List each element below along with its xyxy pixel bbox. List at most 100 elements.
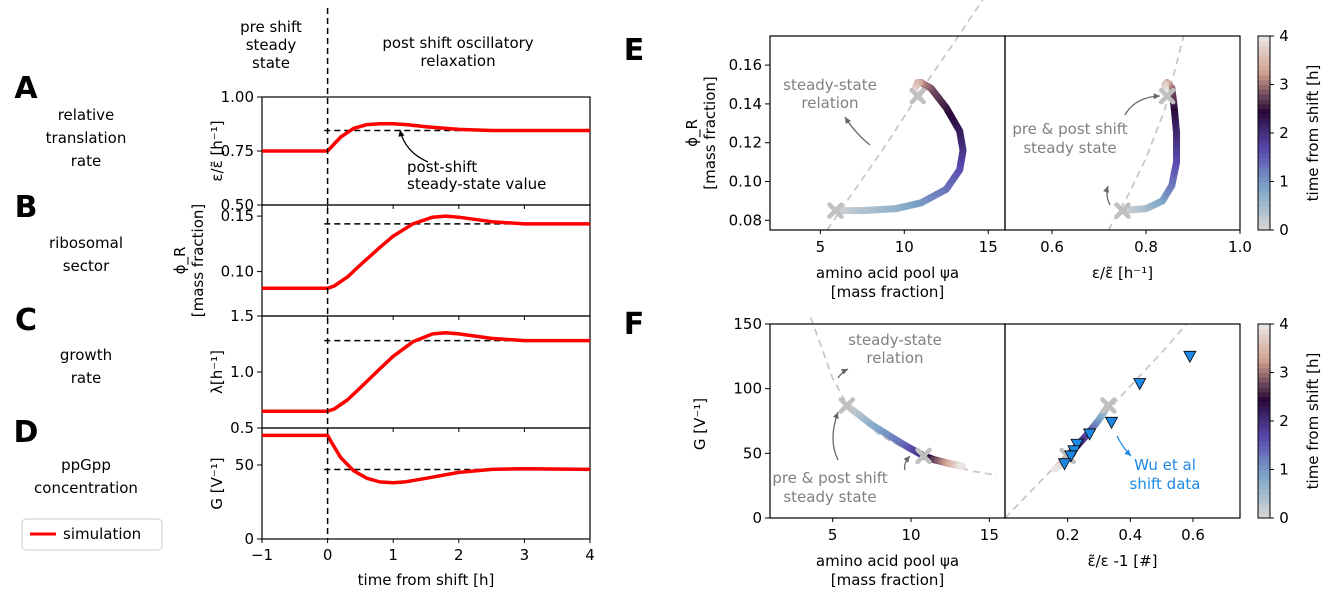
x-tick-label-line: 2 [454, 546, 464, 564]
phase-panel-F-right: 0.2 0.4 0.6 ε̃/ε -1 [#] Wu et al shift data [1004, 323, 1241, 570]
x-axis-label-line: [mass fraction] [831, 283, 945, 301]
colorbar-cell [1258, 333, 1270, 340]
row-label-C: growth rate [60, 346, 112, 387]
colorbar-tick-label: 4 [1279, 315, 1289, 333]
x-tick-label-line: 10 [895, 238, 914, 256]
colorbar-cell [1258, 99, 1270, 105]
steady-annotation: post-shift steady-state value [407, 158, 546, 193]
colorbar-cell [1258, 171, 1270, 178]
colorbar-cell [1258, 430, 1270, 437]
panel-letter-C-line: C [15, 303, 37, 338]
y-tick-label-line: 0.5 [230, 419, 254, 437]
phase-panel-E-left: 5 10 15 0.08 0.10 0.12 0.14 0.16 amino acid pool… [683, 0, 1006, 301]
colorbar-cell [1258, 45, 1270, 52]
x-tick-label-line: 0.6 [1040, 238, 1064, 256]
x-axis-label-line: ε/ε̃ [h⁻¹] [1092, 264, 1153, 282]
row-label-D: ppGpp concentration [34, 456, 138, 497]
x-tick-label-line: 5 [828, 526, 838, 544]
x-axis-label-line: ε̃/ε -1 [#] [1087, 552, 1157, 570]
x-tick-label-line: 15 [980, 526, 999, 544]
row-label-D-line: ppGpp [61, 456, 111, 474]
legend-frame [21, 518, 163, 551]
x-tick-label: 15 [980, 526, 999, 544]
steady-arrow-post-head [903, 456, 910, 463]
colorbar-cell [1258, 396, 1270, 403]
colorbar-cell [1258, 377, 1270, 383]
colorbar-cell [1258, 166, 1270, 173]
steady-annotation-line: steady-state value [407, 175, 546, 193]
x-tick-label: 4 [585, 546, 595, 564]
post-shift-label: post shift oscillatory relaxation [382, 34, 533, 70]
x-axis-label: ε/ε̃ [h⁻¹] [1092, 264, 1153, 282]
colorbar-tick-label-line: 0 [1279, 509, 1289, 527]
colorbar-cell [1258, 493, 1270, 500]
row-label-C-line: rate [71, 369, 101, 387]
colorbar-cell [1258, 343, 1270, 349]
steady-annotation-arrow-head [398, 130, 405, 137]
colorbar-cell [1258, 225, 1270, 231]
colorbar-cell [1258, 450, 1270, 456]
colorbar-tick-label: 3 [1279, 76, 1289, 94]
x-tick-label: 5 [816, 238, 826, 256]
y-tick-label-line: 0.10 [221, 263, 254, 281]
y-tick-label: 0.12 [729, 134, 762, 152]
x-axis-label: ε̃/ε -1 [#] [1087, 552, 1157, 570]
y-tick-label-line: 0.12 [729, 134, 762, 152]
colorbar-tick-label: 2 [1279, 124, 1289, 142]
colorbar-cell [1258, 425, 1270, 432]
timeseries-C: 0.5 1.0 1.5 λ[h⁻¹] [208, 307, 591, 437]
colorbar-cell [1258, 50, 1270, 56]
x-axis-label-line: amino acid pool ψa [816, 552, 959, 570]
y-axis-label: ε/ε̃ [h⁻¹] [208, 120, 226, 181]
wu-arrow-head [1124, 449, 1131, 456]
colorbar-tick-label-line: 2 [1279, 124, 1289, 142]
row-label-A-line: rate [71, 152, 101, 170]
colorbar-cell [1258, 479, 1270, 485]
colorbar-cell [1258, 454, 1270, 461]
colorbar-cell [1258, 147, 1270, 153]
colorbar-cell [1258, 353, 1270, 359]
steady-annotation-line: post-shift [407, 158, 477, 176]
row-label-A-line: relative [58, 106, 115, 124]
x-tick-label-line: 4 [585, 546, 595, 564]
x-tick-label: 10 [895, 238, 914, 256]
colorbar-cell [1258, 123, 1270, 129]
y-axis-label: λ[h⁻¹] [208, 350, 226, 394]
relation-annotation-line: relation [801, 94, 858, 112]
phase-panel-E-right: 0.6 0.8 1.0 ε/ε̃ [h⁻¹] pre & post shift stead… [1004, 35, 1252, 282]
colorbar-cell [1258, 357, 1270, 364]
colorbar-tick-label: 2 [1279, 412, 1289, 430]
x-tick-label-line: 0.4 [1118, 526, 1142, 544]
colorbar-tick-label-line: 1 [1279, 461, 1289, 479]
x-tick-label: 0.6 [1181, 526, 1205, 544]
row-label-A: relative translation rate [46, 106, 127, 170]
x-tick-label: −1 [251, 546, 273, 564]
y-tick-label-line: 0.75 [221, 142, 254, 160]
x-axis-label: amino acid pool ψa [mass fraction] [816, 552, 959, 589]
y-tick-label-line: 1.00 [221, 88, 254, 106]
x-tick-label-line: 0.6 [1181, 526, 1205, 544]
x-tick-label-line: 0.2 [1056, 526, 1080, 544]
colorbar-cell [1258, 186, 1270, 192]
row-label-D-line: concentration [34, 479, 138, 497]
colorbar-cell [1258, 421, 1270, 427]
colorbar-E: 0 1 2 3 4 time from shift [h] [1257, 27, 1322, 239]
simulation-line [262, 122, 590, 153]
axes-frame [1004, 323, 1241, 519]
wu-data-point [1082, 428, 1097, 441]
colorbar-cell [1258, 406, 1270, 412]
colorbar-cell [1258, 372, 1270, 378]
colorbar-cell [1258, 401, 1270, 408]
steady-arrow-post [1124, 95, 1161, 116]
colorbar-tick-label: 1 [1279, 461, 1289, 479]
y-tick-label-line: 0.08 [729, 211, 762, 229]
colorbar-cell [1258, 220, 1270, 226]
colorbar-cell [1258, 498, 1270, 505]
steady-arrow-pre-head [1103, 186, 1109, 193]
colorbar-cell [1258, 176, 1270, 183]
colorbar-cell [1258, 435, 1270, 441]
colorbar-cell [1258, 348, 1270, 354]
y-tick-label-line: 0.14 [729, 95, 762, 113]
y-tick-label: 1.00 [221, 88, 254, 106]
